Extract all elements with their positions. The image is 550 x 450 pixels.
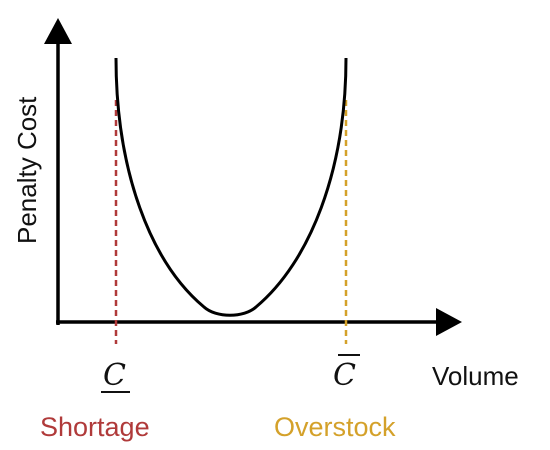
x-axis-label: Volume [432,361,519,391]
penalty-curve [114,57,348,317]
overstock-label: Overstock [274,412,396,442]
upper-bound-symbol: C [333,358,356,393]
lower-bound-symbol: C [103,358,126,393]
y-axis-label: Penalty Cost [12,96,42,244]
x-axis-arrowhead [436,308,462,336]
shortage-label: Shortage [40,412,150,442]
y-axis-arrowhead [44,18,72,44]
